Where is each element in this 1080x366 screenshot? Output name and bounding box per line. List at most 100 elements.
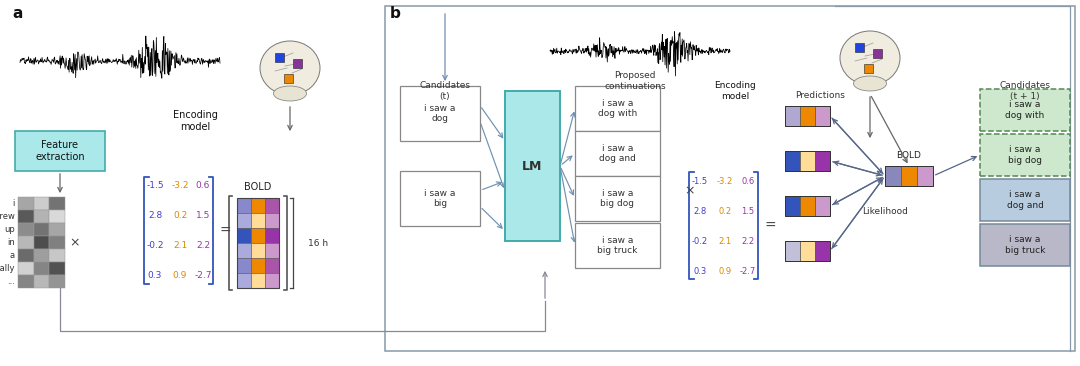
Bar [33, 249, 49, 262]
Text: ×: × [685, 184, 696, 198]
Bar [49, 223, 65, 236]
Bar [49, 249, 65, 262]
Text: -1.5: -1.5 [146, 182, 164, 190]
Text: 16 h: 16 h [308, 239, 328, 247]
Bar [251, 213, 265, 228]
Bar [284, 74, 293, 83]
Bar [800, 151, 815, 171]
Bar [237, 213, 251, 228]
Bar [251, 258, 265, 273]
Bar [18, 275, 33, 288]
Bar [33, 236, 49, 249]
Bar [800, 241, 815, 261]
Bar [785, 151, 831, 171]
Bar [293, 59, 302, 68]
Text: 0.3: 0.3 [148, 272, 162, 280]
Text: a: a [10, 251, 15, 260]
Bar [917, 166, 933, 186]
Bar [251, 228, 265, 243]
Text: Encoding
model: Encoding model [173, 110, 217, 132]
Text: grew: grew [0, 212, 15, 221]
Bar [901, 166, 917, 186]
Text: =: = [219, 224, 231, 238]
Bar [49, 236, 65, 249]
Text: Predictions: Predictions [795, 92, 845, 101]
Text: ...: ... [8, 277, 15, 286]
Text: =: = [765, 219, 775, 233]
Bar [33, 210, 49, 223]
Text: 0.6: 0.6 [195, 182, 211, 190]
Bar [815, 196, 831, 216]
Bar [237, 198, 251, 213]
Text: i saw a
big truck: i saw a big truck [597, 236, 637, 255]
Ellipse shape [853, 76, 887, 91]
Text: i saw a
big dog: i saw a big dog [600, 189, 635, 208]
Bar [18, 236, 33, 249]
Bar [575, 131, 660, 176]
Bar [18, 249, 33, 262]
Bar [785, 196, 800, 216]
Bar [265, 198, 279, 213]
Text: 0.3: 0.3 [693, 266, 706, 276]
Text: 2.2: 2.2 [742, 236, 755, 246]
Text: 2.1: 2.1 [718, 236, 731, 246]
Text: LM: LM [523, 160, 542, 172]
Bar [237, 258, 251, 273]
Ellipse shape [260, 41, 320, 95]
Text: BOLD: BOLD [896, 152, 921, 161]
Text: -2.7: -2.7 [194, 272, 212, 280]
Text: i saw a
big dog: i saw a big dog [1008, 145, 1042, 165]
Bar [855, 43, 864, 52]
Bar [785, 151, 800, 171]
Text: 2.1: 2.1 [173, 242, 187, 250]
Bar [800, 196, 815, 216]
Text: 2.8: 2.8 [148, 212, 162, 220]
Bar [33, 275, 49, 288]
Text: i saw a
big truck: i saw a big truck [1004, 235, 1045, 255]
Text: 0.9: 0.9 [718, 266, 731, 276]
Bar [505, 91, 561, 241]
Bar [575, 176, 660, 221]
Text: 1.5: 1.5 [195, 212, 211, 220]
Text: Feature
extraction: Feature extraction [36, 140, 85, 162]
Text: 0.6: 0.6 [741, 176, 755, 186]
Bar [980, 224, 1070, 266]
Bar [800, 106, 815, 126]
Bar [251, 198, 265, 213]
Text: 2.2: 2.2 [195, 242, 211, 250]
Text: i saw a
dog with: i saw a dog with [1005, 100, 1044, 120]
Bar [265, 213, 279, 228]
Bar [785, 196, 831, 216]
Bar [575, 86, 660, 131]
Bar [864, 64, 873, 73]
Bar [980, 89, 1070, 131]
Text: 1.5: 1.5 [742, 206, 755, 216]
Text: -1.5: -1.5 [692, 176, 708, 186]
Text: a: a [13, 5, 23, 20]
Text: 0.2: 0.2 [718, 206, 731, 216]
Bar [33, 197, 49, 210]
Text: really: really [0, 264, 15, 273]
Ellipse shape [840, 31, 900, 85]
Text: in: in [8, 238, 15, 247]
Text: i saw a
dog and: i saw a dog and [599, 144, 636, 163]
Bar [980, 134, 1070, 176]
Bar [980, 179, 1070, 221]
Text: 0.9: 0.9 [173, 272, 187, 280]
Bar [18, 197, 33, 210]
Text: i saw a
dog: i saw a dog [424, 104, 456, 123]
Ellipse shape [273, 86, 307, 101]
Bar [49, 197, 65, 210]
Bar [33, 223, 49, 236]
Bar [275, 53, 284, 62]
Bar [815, 241, 831, 261]
Text: i: i [13, 199, 15, 208]
Bar [49, 275, 65, 288]
Text: Candidates
(t + 1): Candidates (t + 1) [999, 81, 1051, 101]
Bar [400, 171, 480, 226]
Bar [18, 210, 33, 223]
Text: Proposed
continuations: Proposed continuations [604, 71, 665, 91]
Text: Candidates
(t): Candidates (t) [419, 81, 471, 101]
Bar [785, 241, 831, 261]
Text: 0.2: 0.2 [173, 212, 187, 220]
